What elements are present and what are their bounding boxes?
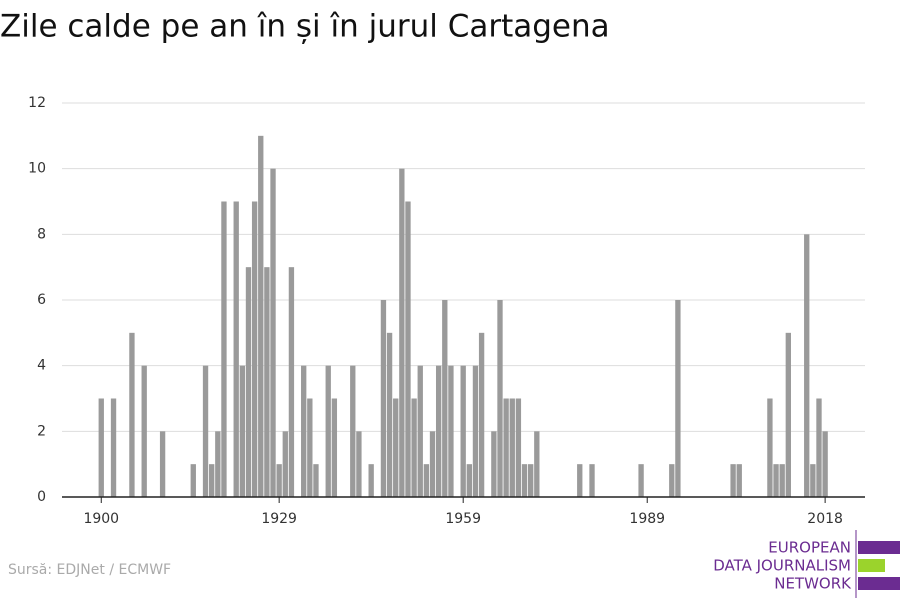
y-tick-label: 12: [28, 95, 46, 111]
bar: [497, 300, 503, 497]
bar: [785, 332, 791, 497]
bar: [258, 135, 264, 498]
x-tick-label: 1900: [83, 511, 119, 527]
bar: [209, 464, 215, 497]
y-tick-label: 2: [37, 423, 46, 439]
bar: [393, 398, 399, 497]
bar: [350, 365, 356, 497]
bar: [816, 398, 822, 497]
bar: [810, 464, 816, 497]
bar: [245, 267, 252, 497]
bar: [307, 398, 313, 497]
bar: [509, 398, 515, 497]
x-tick-label: 1929: [261, 511, 297, 527]
bar: [110, 398, 117, 497]
source: Sursă: EDJNet / ECMWF: [8, 562, 171, 578]
bar: [730, 464, 736, 497]
bar: [460, 365, 466, 497]
bar: [411, 398, 417, 497]
bar: [141, 365, 147, 497]
bar: [528, 464, 534, 497]
bar: [521, 464, 528, 497]
bar: [491, 431, 497, 497]
bar: [251, 201, 258, 497]
bar: [190, 464, 196, 497]
bar: [478, 332, 485, 497]
bar: [215, 431, 221, 497]
bar: [98, 398, 104, 497]
bar: [313, 464, 319, 497]
bar: [448, 365, 454, 497]
bar: [472, 365, 479, 497]
bar: [282, 431, 288, 497]
bar: [276, 464, 282, 497]
y-tick-label: 4: [37, 358, 46, 374]
x-tick-label: 1959: [445, 511, 481, 527]
bar: [442, 300, 448, 497]
bar: [301, 365, 307, 497]
bar: [331, 398, 338, 497]
logo-bar: [858, 541, 900, 554]
logo-text: DATA JOURNALISM: [713, 557, 851, 575]
bar: [423, 464, 430, 497]
x-tick-label: 2018: [807, 511, 843, 527]
logo-bar: [858, 559, 885, 572]
bar: [264, 267, 270, 497]
bar: [368, 464, 374, 497]
bar: [417, 365, 423, 497]
bar: [129, 332, 135, 497]
bar: [288, 267, 295, 497]
bar: [405, 201, 411, 497]
bar: [429, 431, 436, 497]
bar: [233, 201, 239, 497]
bar: [435, 365, 442, 497]
chart-title: Zile calde pe an în și în jurul Cartagen…: [0, 9, 610, 45]
bar: [466, 464, 472, 497]
logo-text: EUROPEAN: [768, 539, 851, 557]
logo-bar: [858, 577, 900, 590]
bar: [822, 431, 828, 497]
y-tick-label: 8: [37, 226, 46, 242]
bar: [577, 464, 583, 497]
bar: [221, 201, 227, 497]
bar: [159, 431, 166, 497]
bar: [675, 300, 681, 497]
bar: [779, 464, 785, 497]
bar: [767, 398, 773, 497]
bar: [399, 168, 405, 497]
bar: [515, 398, 522, 497]
bar: [380, 300, 387, 497]
y-tick-label: 6: [37, 292, 46, 308]
bar: [270, 168, 276, 497]
bar: [239, 365, 246, 497]
bar: [325, 365, 331, 497]
bar: [669, 464, 675, 497]
bar: [534, 431, 540, 497]
bar: [356, 431, 362, 497]
bar: [773, 464, 779, 497]
bar: [202, 365, 209, 497]
bar: [804, 234, 810, 498]
x-tick-label: 1989: [629, 511, 665, 527]
bar: [503, 398, 509, 497]
logo-text: NETWORK: [774, 575, 852, 593]
bar: [386, 332, 393, 497]
bar: [736, 464, 742, 497]
y-tick-label: 10: [28, 161, 46, 177]
bar: [589, 464, 595, 497]
y-tick-label: 0: [37, 489, 46, 505]
bar: [638, 464, 644, 497]
